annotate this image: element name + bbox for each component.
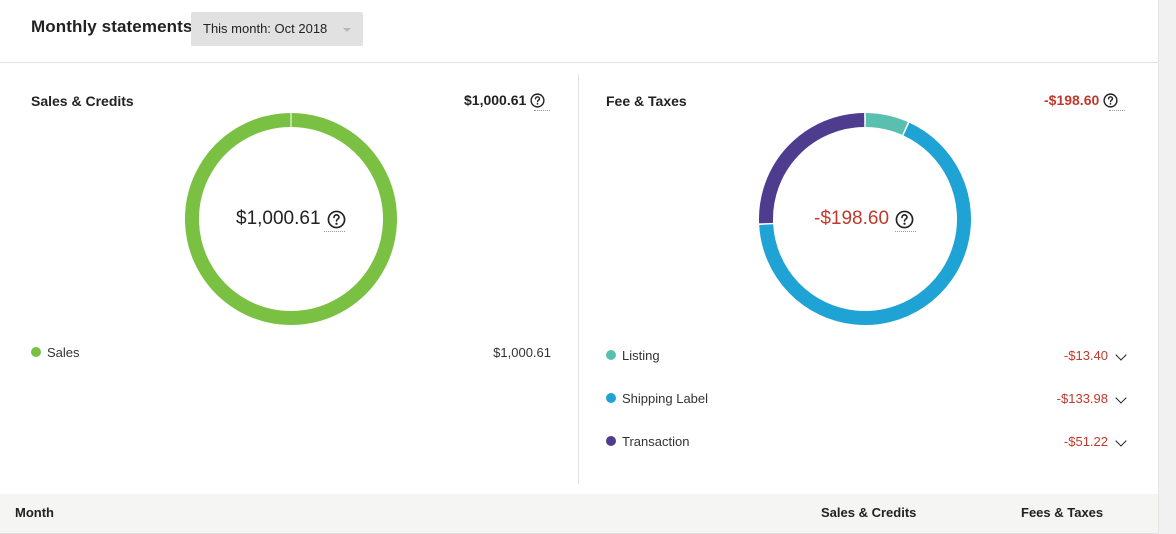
- legend-item-transaction: Transaction: [606, 431, 689, 451]
- panel-divider: [578, 74, 579, 484]
- legend-item-sales: Sales: [31, 342, 80, 362]
- statements-header: Monthly statements This month: Oct 2018: [0, 0, 1158, 63]
- fees-slice-transaction: [759, 113, 865, 224]
- help-icon[interactable]: [1103, 92, 1118, 108]
- column-header-fees-taxes[interactable]: Fees & Taxes: [1021, 505, 1104, 520]
- sales-total-value: $1,000.61: [464, 92, 527, 108]
- legend-label: Transaction: [622, 433, 690, 449]
- column-header-month[interactable]: Month: [15, 505, 54, 520]
- fees-total-value: -$198.60: [1044, 92, 1100, 108]
- sales-panel-total: $1,000.61: [464, 92, 545, 108]
- help-icon[interactable]: [327, 210, 346, 229]
- help-icon[interactable]: [530, 92, 545, 108]
- fees-panel-title: Fee & Taxes: [606, 93, 687, 109]
- column-header-sales-credits[interactable]: Sales & Credits: [821, 505, 917, 520]
- month-select[interactable]: This month: Oct 2018: [191, 12, 363, 46]
- legend-label: Shipping Label: [622, 390, 709, 406]
- sales-center-total: $1,000.61: [236, 208, 321, 229]
- month-select-value: This month: Oct 2018: [203, 21, 328, 36]
- sales-donut-center: $1,000.61: [236, 208, 346, 230]
- sales-donut-chart: [185, 113, 397, 325]
- help-underline: [534, 110, 550, 111]
- legend-item-shipping-label: Shipping Label: [606, 388, 708, 408]
- legend-dot: [606, 350, 616, 360]
- legend-value-listing: -$13.40: [1063, 348, 1108, 363]
- legend-dot: [606, 393, 616, 403]
- sales-panel-title: Sales & Credits: [31, 93, 134, 109]
- caret-down-icon: [343, 28, 351, 32]
- chevron-down-icon[interactable]: [1115, 392, 1127, 404]
- legend-label: Sales: [47, 344, 80, 360]
- chevron-down-icon[interactable]: [1115, 349, 1127, 361]
- fees-slice-listing: [865, 113, 908, 135]
- help-underline: [895, 231, 916, 232]
- help-underline: [324, 231, 345, 232]
- legend-value-sales: $1,000.61: [493, 345, 551, 360]
- fees-donut-center: -$198.60: [814, 208, 914, 230]
- fees-slice-shipping-label: [759, 122, 971, 325]
- legend-value-shipping-label: -$133.98: [1056, 391, 1108, 406]
- fees-center-total: -$198.60: [814, 208, 890, 229]
- page-title: Monthly statements: [31, 17, 193, 36]
- statements-table-header: Month Sales & Credits Fees & Taxes: [0, 494, 1158, 534]
- sales-slice-sales: [185, 113, 397, 325]
- fees-panel-total: -$198.60: [1044, 92, 1118, 108]
- chevron-down-icon[interactable]: [1115, 435, 1127, 447]
- fees-donut-chart: [759, 113, 971, 325]
- legend-value-transaction: -$51.22: [1063, 434, 1108, 449]
- legend-item-listing: Listing: [606, 345, 660, 365]
- legend-dot: [606, 436, 616, 446]
- help-icon[interactable]: [895, 210, 914, 229]
- legend-dot: [31, 347, 41, 357]
- scrollbar[interactable]: [1158, 0, 1176, 534]
- help-underline: [1109, 110, 1125, 111]
- legend-label: Listing: [622, 347, 660, 363]
